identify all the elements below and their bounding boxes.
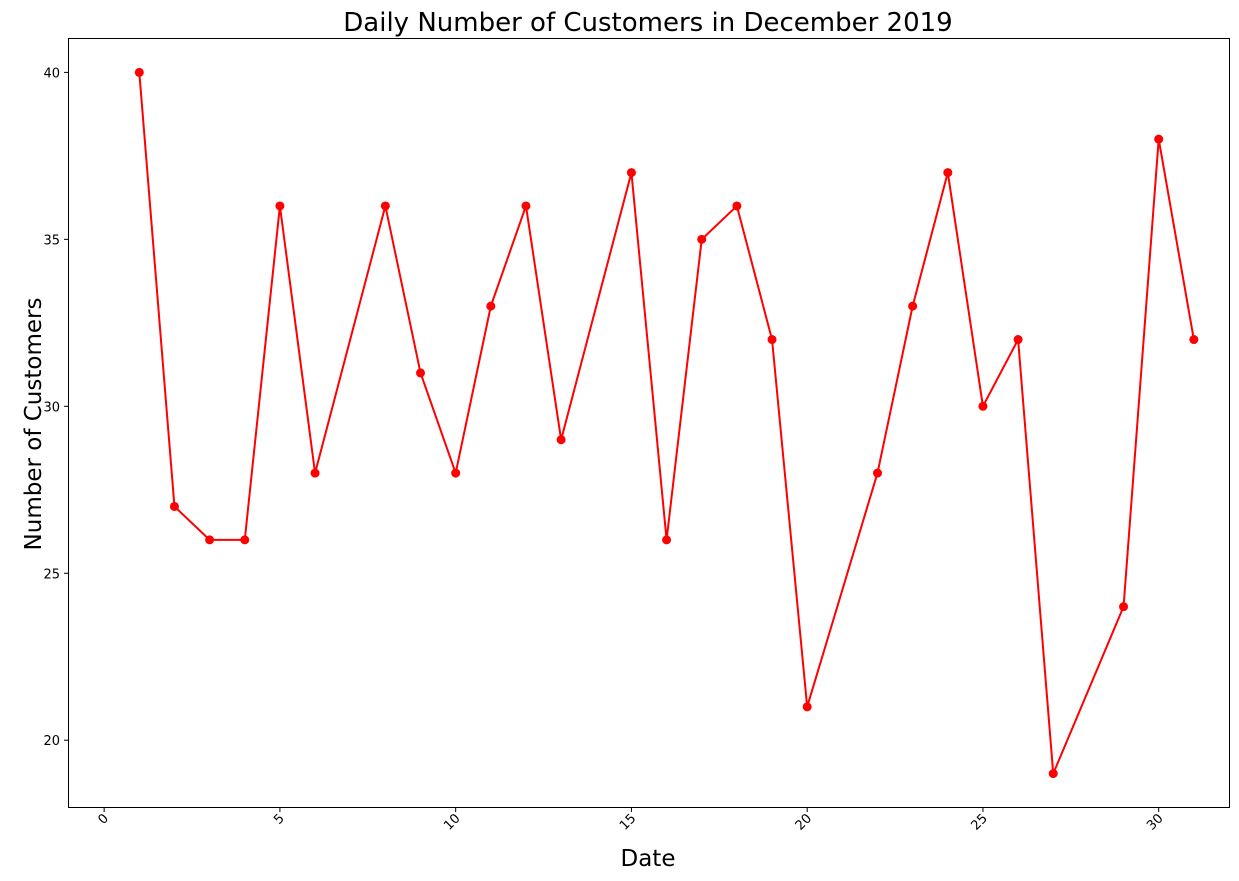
- data-point: [662, 535, 672, 545]
- x-tick-label: 20: [793, 811, 815, 833]
- x-tick-label: 30: [1144, 811, 1166, 833]
- plot-area-frame: [68, 38, 1230, 808]
- data-point: [1189, 335, 1199, 345]
- data-point: [240, 535, 250, 545]
- axis-ticks: 0 5 10 15 20 25 30 20 25 30 35 40: [43, 66, 1166, 833]
- data-point: [1119, 602, 1129, 612]
- x-tick-label: 5: [271, 811, 287, 827]
- data-point: [521, 201, 531, 211]
- data-point: [275, 201, 285, 211]
- x-tick-label: 10: [441, 811, 463, 833]
- data-point: [486, 301, 496, 311]
- data-point: [451, 468, 461, 478]
- data-point: [802, 702, 812, 712]
- data-point: [943, 168, 953, 178]
- data-point: [908, 301, 918, 311]
- data-point: [416, 368, 426, 378]
- y-tick-label: 30: [43, 400, 60, 415]
- data-point: [1154, 134, 1164, 144]
- data-point: [697, 234, 707, 244]
- data-point: [732, 201, 742, 211]
- series-line: [138, 72, 1195, 775]
- x-tick-label: 15: [617, 811, 639, 833]
- y-tick-label: 40: [43, 66, 60, 81]
- data-point: [626, 168, 636, 178]
- data-point: [169, 501, 179, 511]
- data-point: [978, 401, 988, 411]
- data-series: [134, 67, 1199, 779]
- data-point: [1013, 335, 1023, 345]
- data-point: [767, 335, 777, 345]
- y-tick-label: 20: [43, 734, 60, 749]
- y-tick-label: 25: [43, 567, 60, 582]
- y-axis-label: Number of Customers: [21, 298, 47, 551]
- x-axis-label: Date: [621, 846, 676, 872]
- data-point: [310, 468, 320, 478]
- data-point: [205, 535, 215, 545]
- data-point: [380, 201, 390, 211]
- data-point: [872, 468, 882, 478]
- data-point: [134, 67, 144, 77]
- x-tick-label: 25: [968, 811, 990, 833]
- y-tick-label: 35: [43, 233, 60, 248]
- data-point: [556, 435, 566, 445]
- chart-title: Daily Number of Customers in December 20…: [343, 8, 952, 38]
- x-tick-label: 0: [96, 811, 112, 827]
- data-point: [1048, 769, 1058, 779]
